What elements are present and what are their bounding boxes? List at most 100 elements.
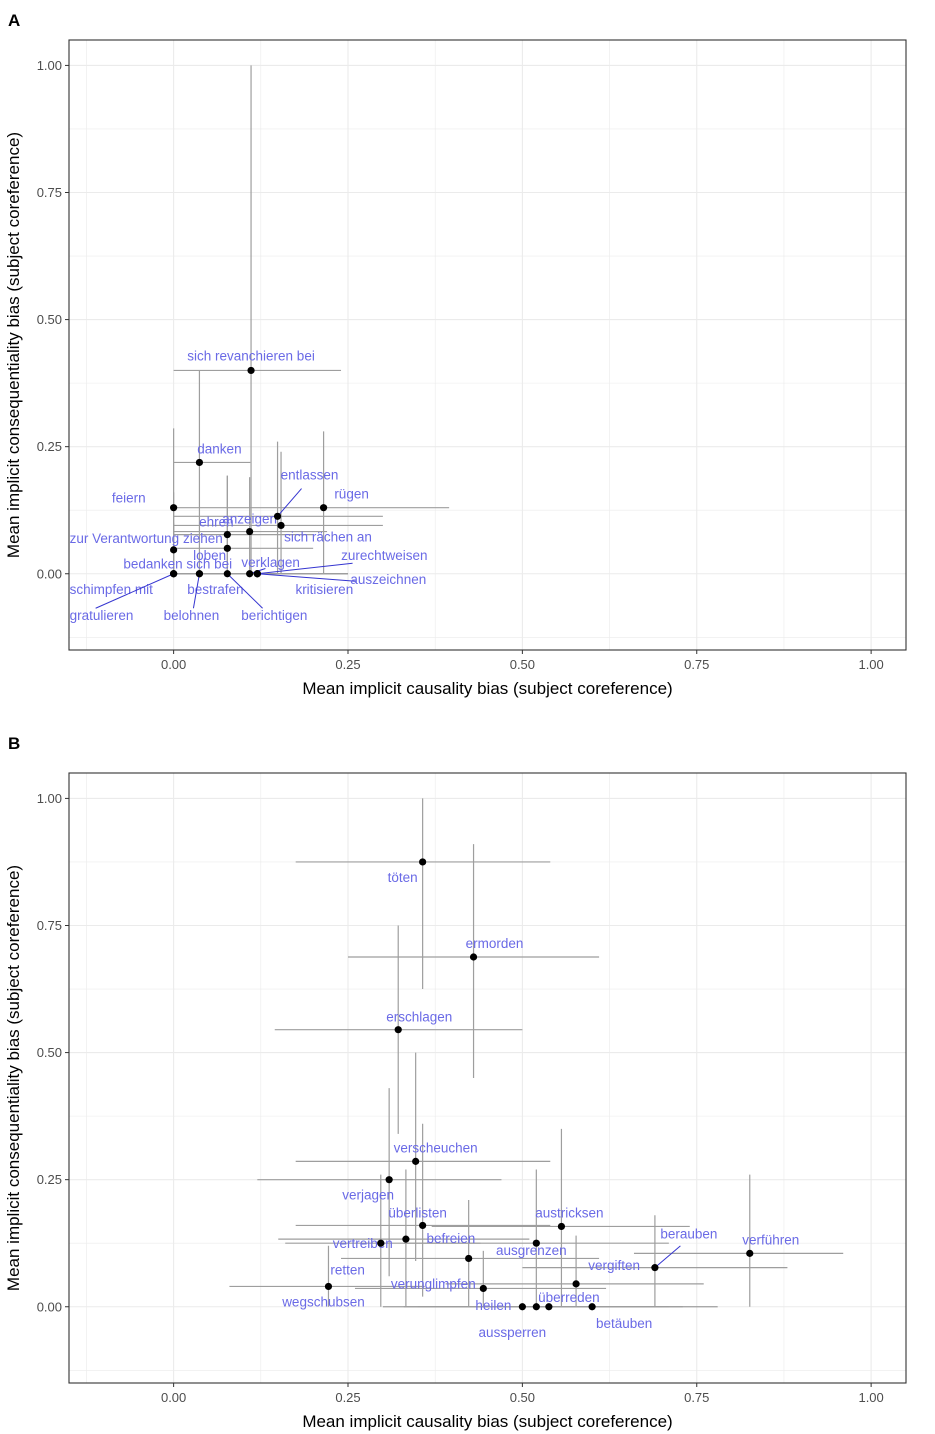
data-point <box>419 1221 427 1230</box>
label-leader-line <box>654 1245 681 1268</box>
point-label: auszeichnen <box>350 572 426 587</box>
data-point <box>465 1254 473 1263</box>
point-label: befreien <box>426 1231 475 1246</box>
point-label: heilen <box>475 1298 511 1313</box>
label-leader-line <box>277 488 302 517</box>
point-label: berauben <box>660 1227 717 1242</box>
point-label: verscheuchen <box>394 1140 478 1155</box>
data-point <box>223 570 231 578</box>
data-point <box>532 1303 540 1311</box>
y-tick-label: 0.25 <box>37 1172 62 1187</box>
point-label: verführen <box>742 1232 799 1247</box>
data-point <box>385 1176 393 1184</box>
plot-border <box>68 39 907 651</box>
label-leader-line <box>226 573 263 609</box>
data-point <box>195 458 204 467</box>
point-label: überlisten <box>388 1205 447 1220</box>
point-label: vertreiben <box>333 1236 393 1251</box>
panel-letter: B <box>8 734 20 753</box>
data-point <box>319 504 328 512</box>
panel-b: töten ermorden erschlagen verscheuchen verja… <box>4 772 907 1431</box>
point-label: töten <box>388 870 418 885</box>
point-label: schimpfen mit <box>70 582 154 597</box>
data-point <box>223 544 231 552</box>
data-point <box>412 1157 420 1165</box>
point-label: bedanken sich bei <box>123 556 232 571</box>
x-axis-title: Mean implicit causality bias (subject co… <box>302 679 672 698</box>
point-label: verunglimpfen <box>391 1276 476 1291</box>
panel-letter: A <box>8 11 20 30</box>
label-leader-line <box>257 562 353 575</box>
point-label: zurechtweisen <box>341 548 427 563</box>
data-point <box>469 953 478 961</box>
data-point <box>394 1026 402 1034</box>
label-leader-line <box>192 573 200 609</box>
x-tick-label: 1.00 <box>858 657 883 672</box>
point-label: zur Verantwortung ziehen <box>70 531 223 546</box>
y-tick-label: 0.50 <box>37 312 62 327</box>
x-axis-title: Mean implicit causality bias (subject co… <box>302 1412 672 1431</box>
point-label: gratulieren <box>70 608 134 623</box>
data-point <box>246 570 254 578</box>
data-point <box>588 1303 596 1311</box>
point-label: vergiften <box>588 1258 640 1273</box>
label-leader-line <box>257 573 356 582</box>
point-label: danken <box>197 441 241 456</box>
data-point <box>223 531 231 539</box>
data-point <box>247 366 255 375</box>
point-label: austricksen <box>535 1205 603 1220</box>
x-tick-label: 0.50 <box>510 657 535 672</box>
point-label: kritisieren <box>295 582 353 597</box>
data-point <box>170 570 178 578</box>
point-label: ermorden <box>466 936 524 951</box>
point-label: sich rächen an <box>284 529 372 544</box>
point-label: bestrafen <box>187 582 243 597</box>
point-label: belohnen <box>164 608 220 623</box>
y-tick-label: 0.75 <box>37 918 62 933</box>
point-label: verjagen <box>342 1188 394 1203</box>
plot-border <box>68 772 907 1384</box>
point-label: retten <box>330 1262 365 1277</box>
y-tick-label: 0.00 <box>37 1299 62 1314</box>
plot-background <box>69 773 906 1383</box>
y-tick-label: 0.25 <box>37 439 62 454</box>
point-label: ehren <box>199 515 234 530</box>
data-point <box>545 1303 553 1311</box>
data-point <box>377 1239 385 1247</box>
data-point <box>324 1282 333 1291</box>
y-axis-title: Mean implicit consequentiality bias (sub… <box>4 132 23 558</box>
data-point <box>402 1235 410 1243</box>
data-point <box>532 1239 540 1247</box>
point-label: sich revanchieren bei <box>187 348 315 363</box>
point-label: aussperren <box>479 1325 547 1340</box>
point-label: ausgrenzen <box>496 1243 567 1258</box>
y-tick-label: 1.00 <box>37 58 62 73</box>
data-point <box>253 570 261 578</box>
data-point <box>557 1222 566 1231</box>
x-tick-label: 0.50 <box>510 1390 535 1405</box>
data-point <box>518 1303 526 1311</box>
point-label: loben <box>193 548 226 563</box>
data-point <box>170 504 178 512</box>
x-tick-label: 0.25 <box>335 657 360 672</box>
x-tick-label: 0.00 <box>161 1390 186 1405</box>
point-label: anzeigen <box>222 512 277 527</box>
data-point <box>746 1249 754 1257</box>
point-label: betäuben <box>596 1316 652 1331</box>
point-label: überreden <box>538 1290 600 1305</box>
point-label: entlassen <box>281 467 339 482</box>
point-label: wegschubsen <box>281 1294 365 1309</box>
point-label: berichtigen <box>241 608 307 623</box>
x-tick-label: 0.00 <box>161 657 186 672</box>
panel-a: sich revanchieren bei danken feiern entlass… <box>4 39 907 698</box>
data-point <box>479 1284 487 1293</box>
y-tick-label: 0.50 <box>37 1045 62 1060</box>
data-point <box>419 858 427 866</box>
data-point <box>170 546 178 554</box>
data-point <box>651 1264 659 1272</box>
data-point <box>572 1280 580 1288</box>
data-point <box>195 570 204 578</box>
x-tick-label: 0.75 <box>684 657 709 672</box>
x-tick-label: 0.75 <box>684 1390 709 1405</box>
